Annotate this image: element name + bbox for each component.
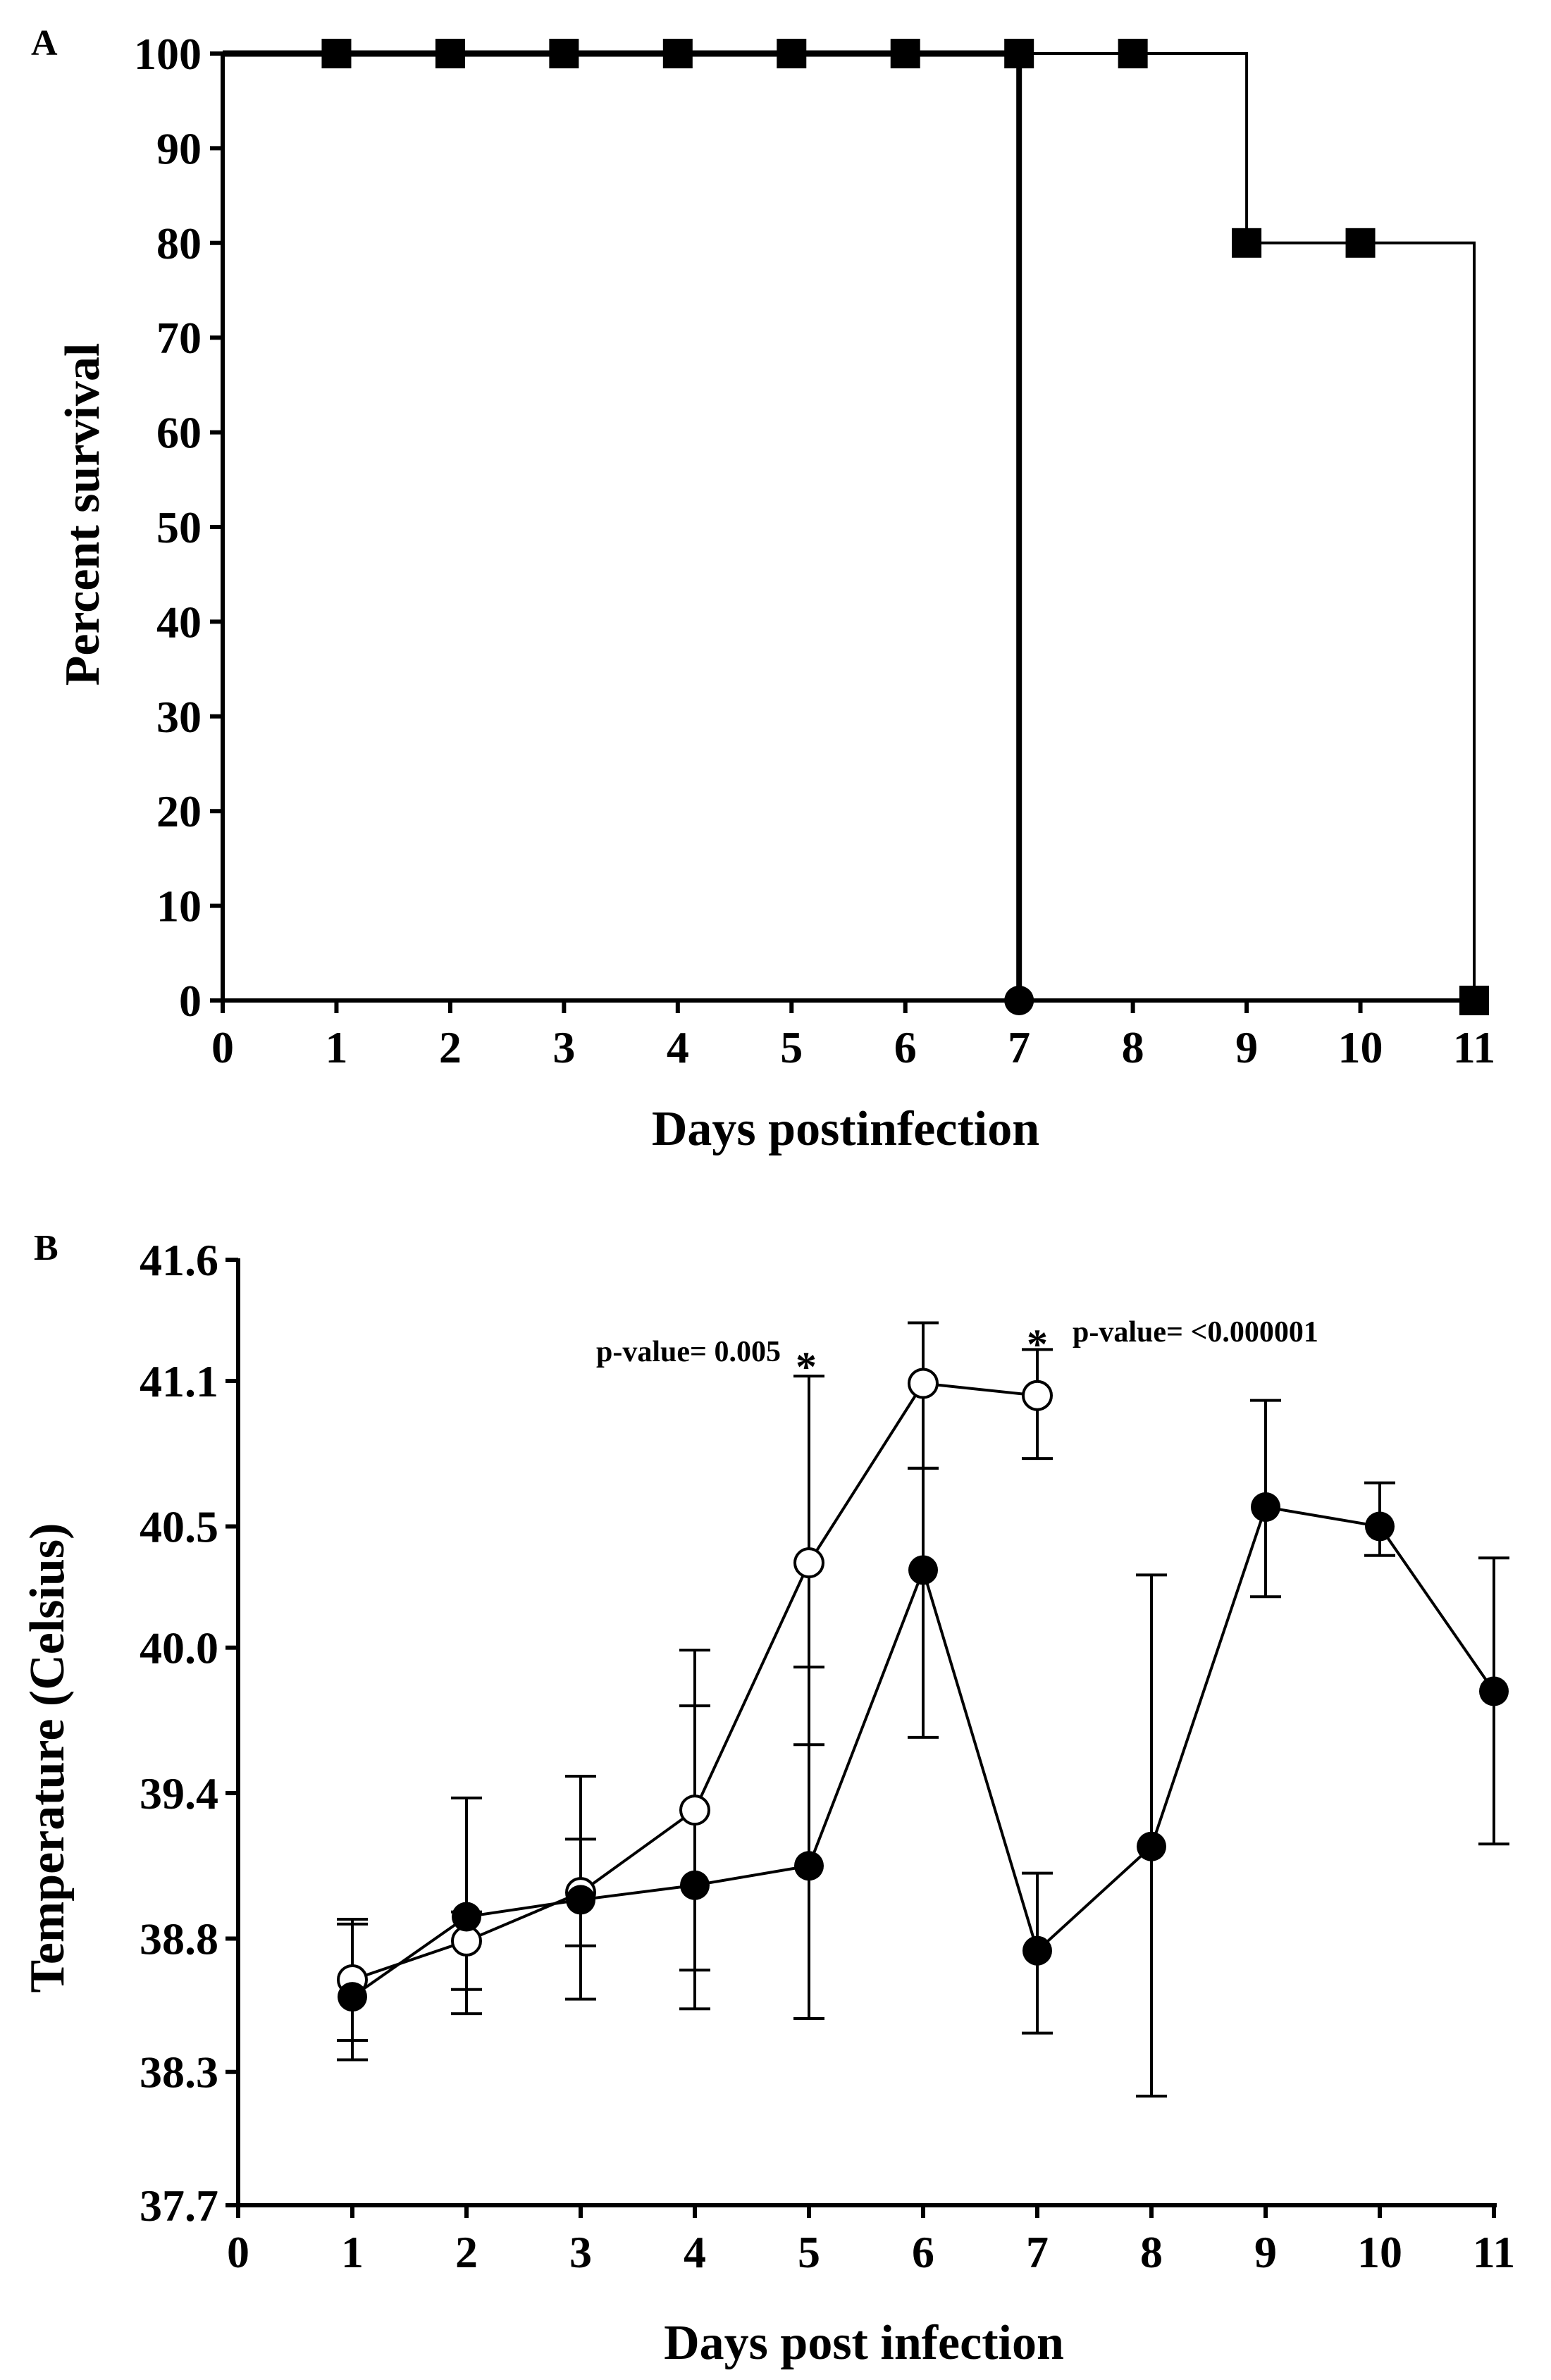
panel-b-x-tick-label: 11 [1473, 2227, 1515, 2277]
panel-b-filled-circle-marker [1251, 1492, 1280, 1522]
panel-a-square-marker [321, 39, 352, 68]
panel-a-x-tick-label: 10 [1338, 1022, 1383, 1072]
panel-b-x-tick-label: 8 [1140, 2227, 1163, 2277]
panel-b-filled-circle-marker [1137, 1831, 1166, 1861]
panel-b-filled-circle-marker [1479, 1676, 1509, 1706]
panel-b-filled-circle-marker [908, 1555, 938, 1585]
panel-a-square-marker [1118, 39, 1148, 68]
panel-b-x-tick-label: 3 [569, 2227, 592, 2277]
panel-a-series-square-line [223, 52, 1476, 1000]
panel-a-x-tick-label: 11 [1453, 1022, 1495, 1072]
panel-a-x-tick-label: 8 [1122, 1022, 1144, 1072]
panel-b-filled-circle-marker [338, 1982, 367, 2012]
panel-b-open-circle-marker [793, 1547, 824, 1579]
panel-b-x-tick-label: 6 [912, 2227, 934, 2277]
panel-b-y-tick-label: 38.8 [140, 1914, 218, 1964]
panel-a-y-tick-label: 50 [156, 502, 202, 552]
panel-a-series-circle-line [223, 51, 1022, 1000]
panel-b-y-axis-title: Temperature (Celsius) [20, 1523, 75, 1993]
panel-b-x-tick-label: 9 [1254, 2227, 1277, 2277]
panel-a-circle-marker [1004, 986, 1034, 1015]
panel-a-axes [221, 52, 1477, 1003]
panel-a-square-marker [1232, 228, 1262, 258]
panel-b-open-circle-marker [908, 1368, 939, 1399]
panel-a-square-marker [549, 39, 579, 68]
panel-a-x-ticks: 0 1 2 3 4 5 6 7 8 9 10 11 [211, 1000, 1495, 1072]
panel-a-square-marker [1459, 986, 1489, 1015]
panel-b-x-tick-label: 4 [684, 2227, 706, 2277]
panel-b-filled-circle-marker [794, 1851, 824, 1881]
panel-b-x-tick-label: 7 [1026, 2227, 1049, 2277]
panel-b-filled-circle-marker [566, 1885, 595, 1915]
panel-a-x-axis-title: Days postinfection [652, 1102, 1039, 1156]
panel-b-filled-circle-marker [680, 1870, 710, 1900]
panel-b-y-tick-label: 40.0 [140, 1623, 218, 1673]
panel-a-y-ticks: 0 10 20 30 40 50 60 70 80 90 100 [134, 29, 223, 1026]
panel-b-y-tick-label: 40.5 [140, 1502, 218, 1552]
panel-a-y-tick-label: 40 [156, 597, 202, 647]
panel-b-y-tick-label: 41.6 [140, 1235, 218, 1285]
panel-a-x-tick-label: 9 [1235, 1022, 1258, 1072]
panel-a-y-tick-label: 100 [134, 29, 202, 79]
panel-a-letter: A [31, 23, 58, 63]
panel-b-x-tick-label: 0 [227, 2227, 249, 2277]
panel-a-x-tick-label: 3 [552, 1022, 575, 1072]
panel-b-x-ticks: 0 1 2 3 4 5 6 7 8 9 10 11 [227, 2205, 1515, 2277]
panel-a-x-tick-label: 1 [325, 1022, 347, 1072]
panel-b-y-ticks: 37.7 38.3 38.8 39.4 40.0 40.5 41.1 41.6 [140, 1235, 238, 2231]
panel-b-x-axis-title: Days post infection [664, 2316, 1064, 2370]
panel-a-square-marker [1345, 228, 1376, 258]
panel-a-x-tick-label: 4 [667, 1022, 689, 1072]
panel-a-x-tick-label: 0 [211, 1022, 234, 1072]
panel-b-x-tick-label: 1 [341, 2227, 364, 2277]
panel-a-square-marker [890, 39, 920, 68]
panel-a-series [223, 39, 1489, 1015]
panel-a-x-tick-label: 5 [780, 1022, 803, 1072]
panel-a-square-marker [777, 39, 807, 68]
panel-a-square-marker [435, 39, 465, 68]
panel-b-letter: B [34, 1228, 58, 1268]
panel-a-y-axis-title: Percent survival [56, 343, 110, 686]
panel-b-x-tick-label: 10 [1357, 2227, 1402, 2277]
panel-b-x-tick-label: 2 [455, 2227, 478, 2277]
panel-b-filled-circle-marker [452, 1902, 481, 1932]
panel-b-filled-circle-marker [1365, 1511, 1395, 1542]
panel-a-x-tick-label: 7 [1008, 1022, 1030, 1072]
panel-b-pvalue-label-day5: p-value= 0.005 [596, 1336, 781, 1368]
panel-b-temperature-chart: B 37.7 38.3 38.8 39.4 40.0 40.5 41.1 41.6 0 1 2 3 4… [20, 1228, 1515, 2370]
panel-b-significance-star-day5: * [796, 1344, 817, 1390]
panel-a-y-tick-label: 0 [179, 976, 202, 1026]
panel-b-pvalue-label-day7: p-value= <0.000001 [1073, 1316, 1318, 1349]
panel-b-open-circle-marker [1022, 1380, 1053, 1411]
panel-b-significance-star-day7: * [1027, 1321, 1048, 1368]
panel-a-y-tick-label: 10 [156, 881, 202, 931]
panel-a-y-tick-label: 70 [156, 313, 202, 363]
panel-a-y-tick-label: 80 [156, 218, 202, 268]
panel-b-open-circle-marker [679, 1795, 710, 1826]
panel-a-y-tick-label: 20 [156, 786, 202, 836]
panel-a-y-tick-label: 90 [156, 123, 202, 173]
panel-b-series [337, 1321, 1509, 2098]
panel-a-y-tick-label: 30 [156, 692, 202, 742]
panel-a-square-marker [662, 39, 693, 68]
panel-a-x-tick-label: 6 [894, 1022, 917, 1072]
panel-b-axes [236, 1258, 1497, 2207]
panel-b-y-tick-label: 38.3 [140, 2047, 218, 2097]
panel-b-y-tick-label: 37.7 [140, 2181, 218, 2231]
panel-a-y-tick-label: 60 [156, 408, 202, 458]
panel-b-y-tick-label: 41.1 [140, 1356, 218, 1406]
panel-b-x-tick-label: 5 [798, 2227, 820, 2277]
panel-a-square-marker [1004, 39, 1034, 68]
panel-b-filled-circle-marker [1022, 1935, 1052, 1966]
panel-b-y-tick-label: 39.4 [140, 1768, 218, 1818]
panel-b-annotations: p-value= 0.005 * p-value= <0.000001 * [596, 1316, 1318, 1390]
panel-a-x-tick-label: 2 [439, 1022, 462, 1072]
